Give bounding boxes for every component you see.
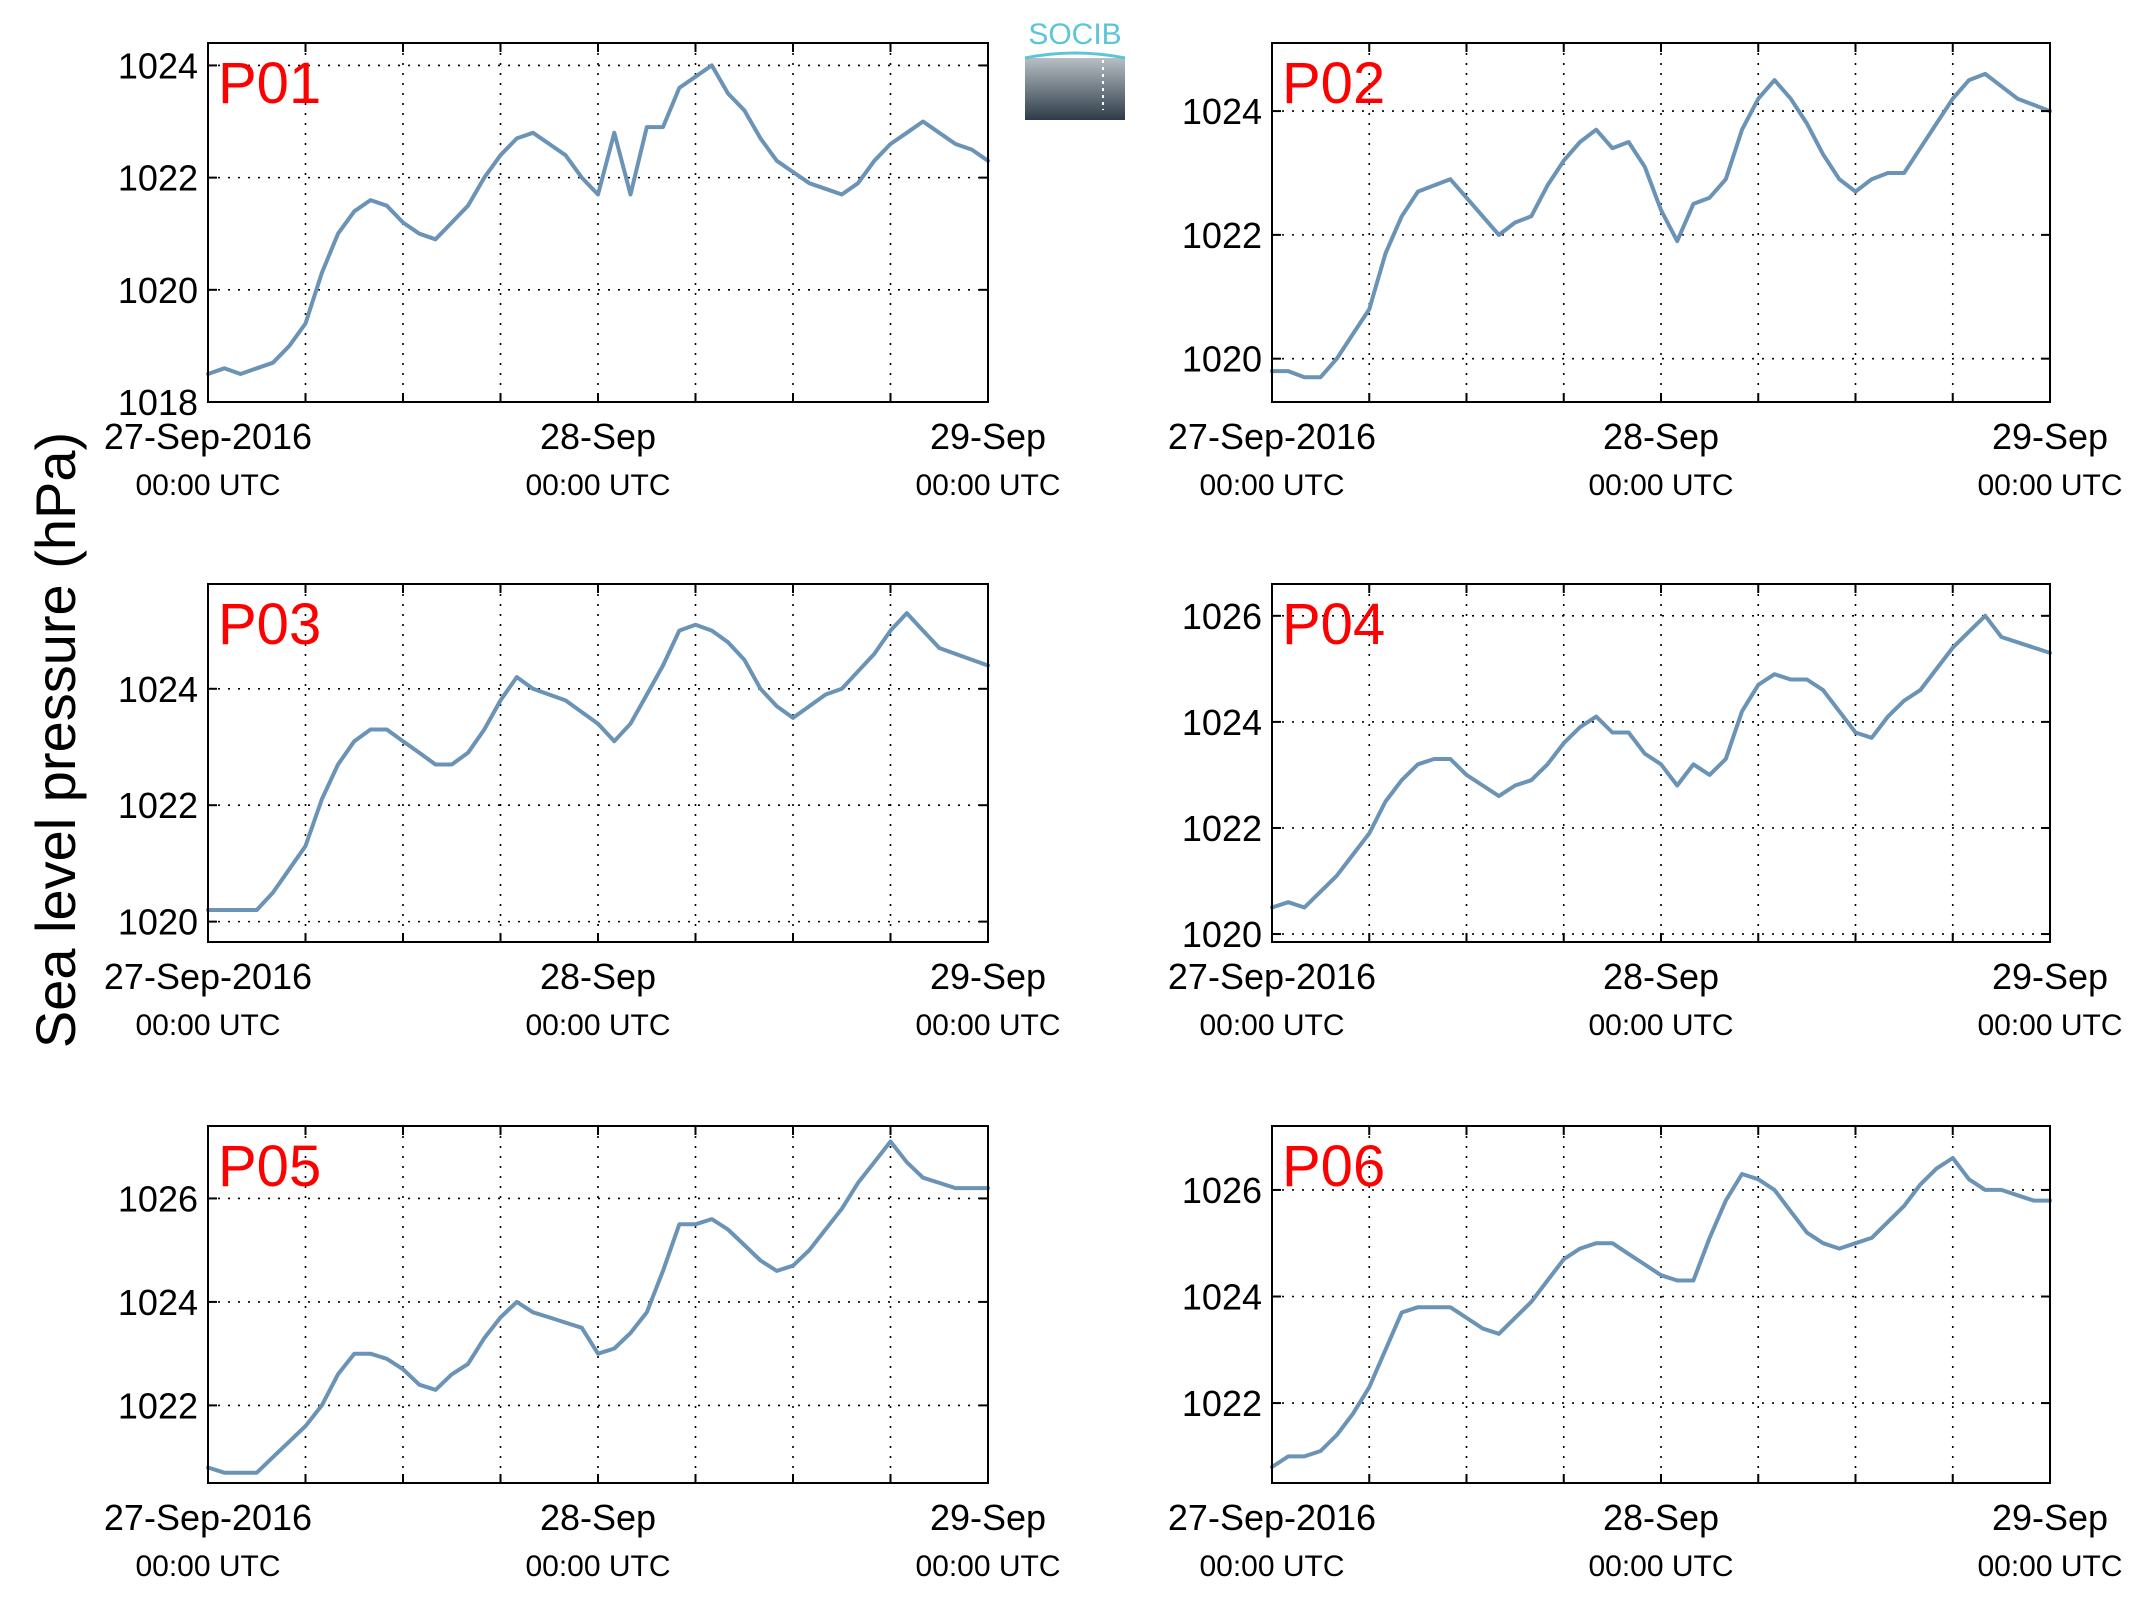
y-tick-label: 1018 (118, 382, 198, 423)
x-tick-sublabel: 00:00 UTC (135, 1009, 280, 1042)
x-tick-sublabel: 00:00 UTC (525, 469, 670, 502)
axes-frame (207, 42, 989, 403)
y-tick-label: 1022 (1182, 808, 1262, 849)
y-tick-label: 1022 (1182, 215, 1262, 256)
panel-title: P02 (1282, 51, 1385, 116)
x-tick-sublabel: 00:00 UTC (1977, 1009, 2122, 1042)
x-tick-label: 28-Sep (540, 416, 656, 457)
x-tick-label: 29-Sep (930, 1497, 1046, 1538)
y-tick-label: 1020 (1182, 914, 1262, 955)
series-line (1270, 71, 2052, 380)
x-tick-label: 29-Sep (1992, 956, 2108, 997)
x-tick-sublabel: 00:00 UTC (1588, 1009, 1733, 1042)
x-tick-sublabel: 00:00 UTC (525, 1550, 670, 1583)
panel-title: P05 (218, 1134, 321, 1199)
x-tick-label: 29-Sep (930, 416, 1046, 457)
axes-frame (1271, 42, 2051, 403)
x-tick-label: 27-Sep-2016 (104, 956, 312, 997)
logo-wave (1024, 51, 1126, 60)
x-tick-sublabel: 00:00 UTC (1199, 469, 1344, 502)
x-tick-sublabel: 00:00 UTC (135, 469, 280, 502)
x-tick-label: 27-Sep-2016 (104, 416, 312, 457)
panel-p05: 1022 1024 1026 27-Sep-2016 00:00 UTC 28-Sep 00… (104, 1125, 1061, 1583)
panel-title: P06 (1282, 1134, 1385, 1199)
y-tick-label: 1026 (1182, 1170, 1262, 1211)
series-line (1270, 1156, 2052, 1469)
panel-p02: 1020 1022 1024 27-Sep-2016 00:00 UTC 28-Sep 00… (1168, 42, 2123, 502)
x-tick-sublabel: 00:00 UTC (135, 1550, 280, 1583)
y-tick-label: 1020 (118, 270, 198, 311)
y-axis-label: Sea level pressure (hPa) (24, 432, 87, 1048)
x-tick-label: 28-Sep (1603, 1497, 1719, 1538)
x-tick-sublabel: 00:00 UTC (1199, 1009, 1344, 1042)
x-tick-sublabel: 00:00 UTC (1977, 469, 2122, 502)
x-tick-sublabel: 00:00 UTC (1199, 1550, 1344, 1583)
panel-title: P04 (1282, 592, 1385, 657)
series-line (206, 1139, 990, 1475)
series-line (206, 611, 990, 912)
x-tick-label: 28-Sep (540, 956, 656, 997)
y-tick-label: 1022 (1182, 1383, 1262, 1424)
y-tick-label: 1024 (1182, 702, 1262, 743)
x-tick-sublabel: 00:00 UTC (1588, 1550, 1733, 1583)
x-tick-label: 28-Sep (540, 1497, 656, 1538)
x-tick-label: 28-Sep (1603, 416, 1719, 457)
y-tick-label: 1022 (118, 785, 198, 826)
x-tick-sublabel: 00:00 UTC (1588, 469, 1733, 502)
y-tick-label: 1024 (1182, 91, 1262, 132)
y-tick-label: 1022 (118, 158, 198, 199)
y-tick-label: 1024 (1182, 1277, 1262, 1318)
x-tick-label: 27-Sep-2016 (1168, 416, 1376, 457)
logo-text: SOCIB (1028, 18, 1121, 51)
y-tick-label: 1026 (118, 1178, 198, 1219)
panel-title: P01 (218, 51, 321, 116)
axes-frame (207, 583, 989, 943)
panel-title: P03 (218, 592, 321, 657)
y-tick-label: 1020 (118, 902, 198, 943)
logo-block (1025, 58, 1125, 120)
y-tick-label: 1024 (118, 1282, 198, 1323)
x-tick-sublabel: 00:00 UTC (1977, 1550, 2122, 1583)
socib-logo: SOCIB (1024, 18, 1126, 120)
panel-p01: 1018 1020 1022 1024 27-Sep-2016 00:00 UTC 28-S… (104, 42, 1061, 502)
series-line (1270, 613, 2052, 910)
x-tick-label: 27-Sep-2016 (1168, 956, 1376, 997)
x-tick-label: 28-Sep (1603, 956, 1719, 997)
x-tick-sublabel: 00:00 UTC (525, 1009, 670, 1042)
panel-p04: 1020 1022 1024 1026 27-Sep-2016 00:00 UTC 28-S… (1168, 583, 2123, 1042)
panel-p03: 1020 1022 1024 27-Sep-2016 00:00 UTC 28-Sep 00… (104, 583, 1061, 1042)
y-tick-label: 1024 (118, 45, 198, 86)
x-tick-label: 29-Sep (1992, 1497, 2108, 1538)
x-tick-label: 29-Sep (1992, 416, 2108, 457)
x-tick-sublabel: 00:00 UTC (915, 1009, 1060, 1042)
series-line (206, 63, 990, 376)
panel-p06: 1022 1024 1026 27-Sep-2016 00:00 UTC 28-Sep 00… (1168, 1125, 2123, 1583)
axes-frame (1271, 1125, 2051, 1484)
y-tick-label: 1024 (118, 669, 198, 710)
x-tick-label: 27-Sep-2016 (104, 1497, 312, 1538)
axes-frame (207, 1125, 989, 1484)
x-tick-sublabel: 00:00 UTC (915, 1550, 1060, 1583)
x-tick-label: 27-Sep-2016 (1168, 1497, 1376, 1538)
y-tick-label: 1020 (1182, 339, 1262, 380)
y-tick-label: 1026 (1182, 596, 1262, 637)
x-tick-label: 29-Sep (930, 956, 1046, 997)
x-tick-sublabel: 00:00 UTC (915, 469, 1060, 502)
y-tick-label: 1022 (118, 1385, 198, 1426)
panels: 1018 1020 1022 1024 27-Sep-2016 00:00 UTC 28-S… (104, 42, 2123, 1583)
